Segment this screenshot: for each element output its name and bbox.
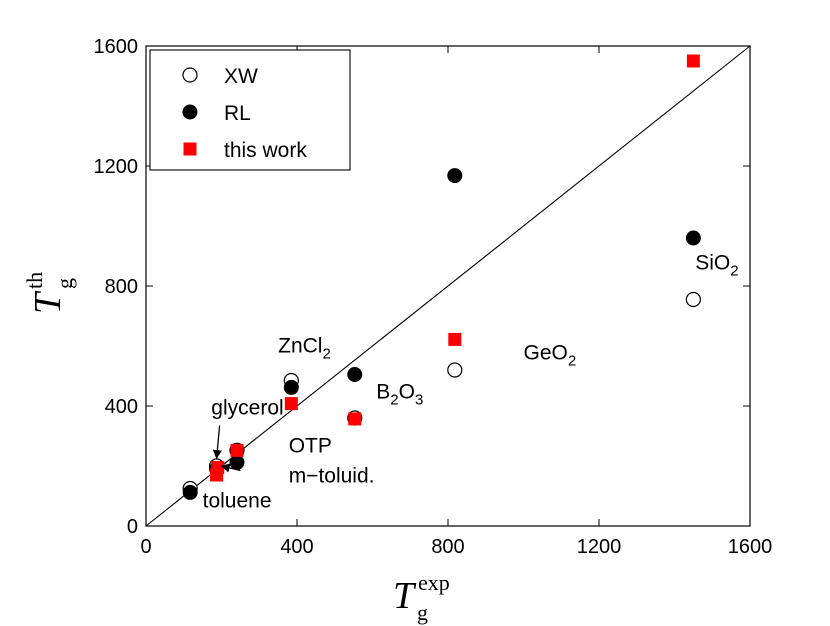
legend-label: XW	[224, 65, 258, 88]
annotation-glycerol: glycerol	[211, 396, 283, 419]
legend-label: RL	[224, 102, 251, 125]
data-point	[685, 291, 701, 308]
data-point	[211, 461, 225, 474]
annotation-geo2: GeO2	[524, 342, 577, 370]
x-tick-label: 1600	[728, 536, 773, 558]
y-axis-label-main: T	[27, 290, 69, 314]
data-point	[686, 54, 700, 68]
data-point	[347, 367, 363, 382]
x-tick-label: 0	[140, 536, 151, 558]
series-xw	[182, 291, 701, 497]
data-point	[182, 484, 198, 500]
glycerol-arrow	[212, 425, 222, 460]
data-point	[447, 362, 463, 378]
x-tick-label: 400	[280, 536, 313, 558]
y-tick-label: 1200	[94, 156, 139, 178]
annotation-mtoluid: m−toluid.	[289, 465, 375, 488]
legend-label: this work	[224, 139, 307, 162]
data-point	[348, 412, 362, 426]
data-point	[284, 397, 298, 411]
diagonal-line	[145, 45, 751, 527]
series-this-work	[210, 54, 700, 482]
y-axis-label-sub: g	[52, 278, 77, 289]
legend: XW RL this work	[149, 49, 351, 171]
x-axis-label-sub: g	[417, 600, 428, 625]
data-point	[230, 443, 244, 457]
series-rl	[182, 168, 701, 500]
x-tick-label: 800	[431, 536, 464, 558]
legend-marker-xw	[182, 67, 198, 83]
x-axis-label: T	[393, 575, 417, 617]
data-point	[229, 454, 245, 470]
y-tick-label: 800	[105, 276, 138, 298]
mtoluid-arrow	[220, 463, 241, 473]
data-point	[448, 332, 462, 346]
y-axis-label: Tth g	[22, 272, 77, 314]
annotation-b2o3: B2O3	[376, 381, 423, 409]
legend-marker-rl	[182, 104, 198, 120]
data-point	[685, 230, 701, 246]
y-tick-label: 1600	[94, 36, 139, 58]
y-axis-label-sup: th	[22, 272, 47, 289]
annotation-zncl: ZnCl2	[278, 335, 331, 363]
annotation-sio2: SiO2	[695, 252, 738, 280]
x-tick-label: 1200	[577, 536, 622, 558]
data-point	[447, 168, 463, 184]
data-point	[283, 379, 299, 395]
x-axis-label-sup: exp	[418, 570, 450, 595]
y-tick-label: 0	[127, 516, 138, 538]
legend-marker-this-work	[183, 142, 197, 156]
annotation-otp: OTP	[289, 435, 332, 458]
annotation-toluene: toluene	[203, 489, 272, 512]
y-tick-label: 400	[105, 396, 138, 418]
